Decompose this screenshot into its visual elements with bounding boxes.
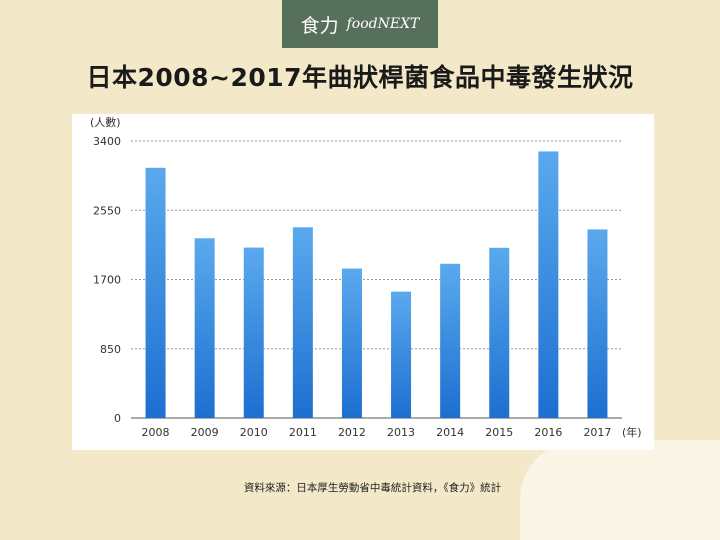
bar (194, 238, 215, 418)
background-blob (520, 440, 720, 540)
bar (341, 268, 362, 418)
x-tick-label: 2010 (240, 426, 268, 439)
x-tick-label: 2009 (191, 426, 219, 439)
y-axis-label: (人數) (90, 116, 121, 129)
page-title: 日本2008~2017年曲狀桿菌食品中毒發生狀況 (86, 63, 634, 92)
x-tick-label: 2015 (485, 426, 513, 439)
x-tick-label: 2017 (583, 426, 611, 439)
chart-panel: 0 850 1700 2550 3400 (人數) 2008 2009 2010 2011 2012… (72, 114, 654, 450)
y-tick-label: 0 (114, 412, 121, 425)
bar (243, 247, 264, 418)
bar (489, 247, 510, 418)
x-tick-label: 2014 (436, 426, 464, 439)
bar-chart: 0 850 1700 2550 3400 (人數) 2008 2009 2010 2011 2012… (90, 116, 642, 439)
source-note: 資料來源：日本厚生勞動省中毒統計資料，《食力》統計 (243, 482, 502, 494)
x-tick-label: 2008 (142, 426, 170, 439)
logo-chinese-text: 食力 (300, 14, 339, 37)
y-tick-label: 1700 (93, 274, 121, 287)
bar (587, 229, 608, 418)
x-tick-label: 2013 (387, 426, 415, 439)
bar (538, 151, 559, 419)
bar (440, 263, 461, 418)
bar (391, 291, 412, 418)
y-tick-label: 850 (100, 343, 121, 356)
bar (145, 167, 166, 418)
x-tick-label: 2016 (534, 426, 562, 439)
x-tick-label: 2011 (289, 426, 317, 439)
x-tick-label: 2012 (338, 426, 366, 439)
logo-english-text: foodNEXT (346, 16, 420, 32)
brand-logo: 食力 foodNEXT (282, 0, 438, 48)
y-tick-label: 2550 (93, 204, 121, 217)
y-tick-label: 3400 (93, 135, 121, 148)
bar (292, 227, 313, 418)
x-axis-label: (年) (622, 425, 642, 439)
